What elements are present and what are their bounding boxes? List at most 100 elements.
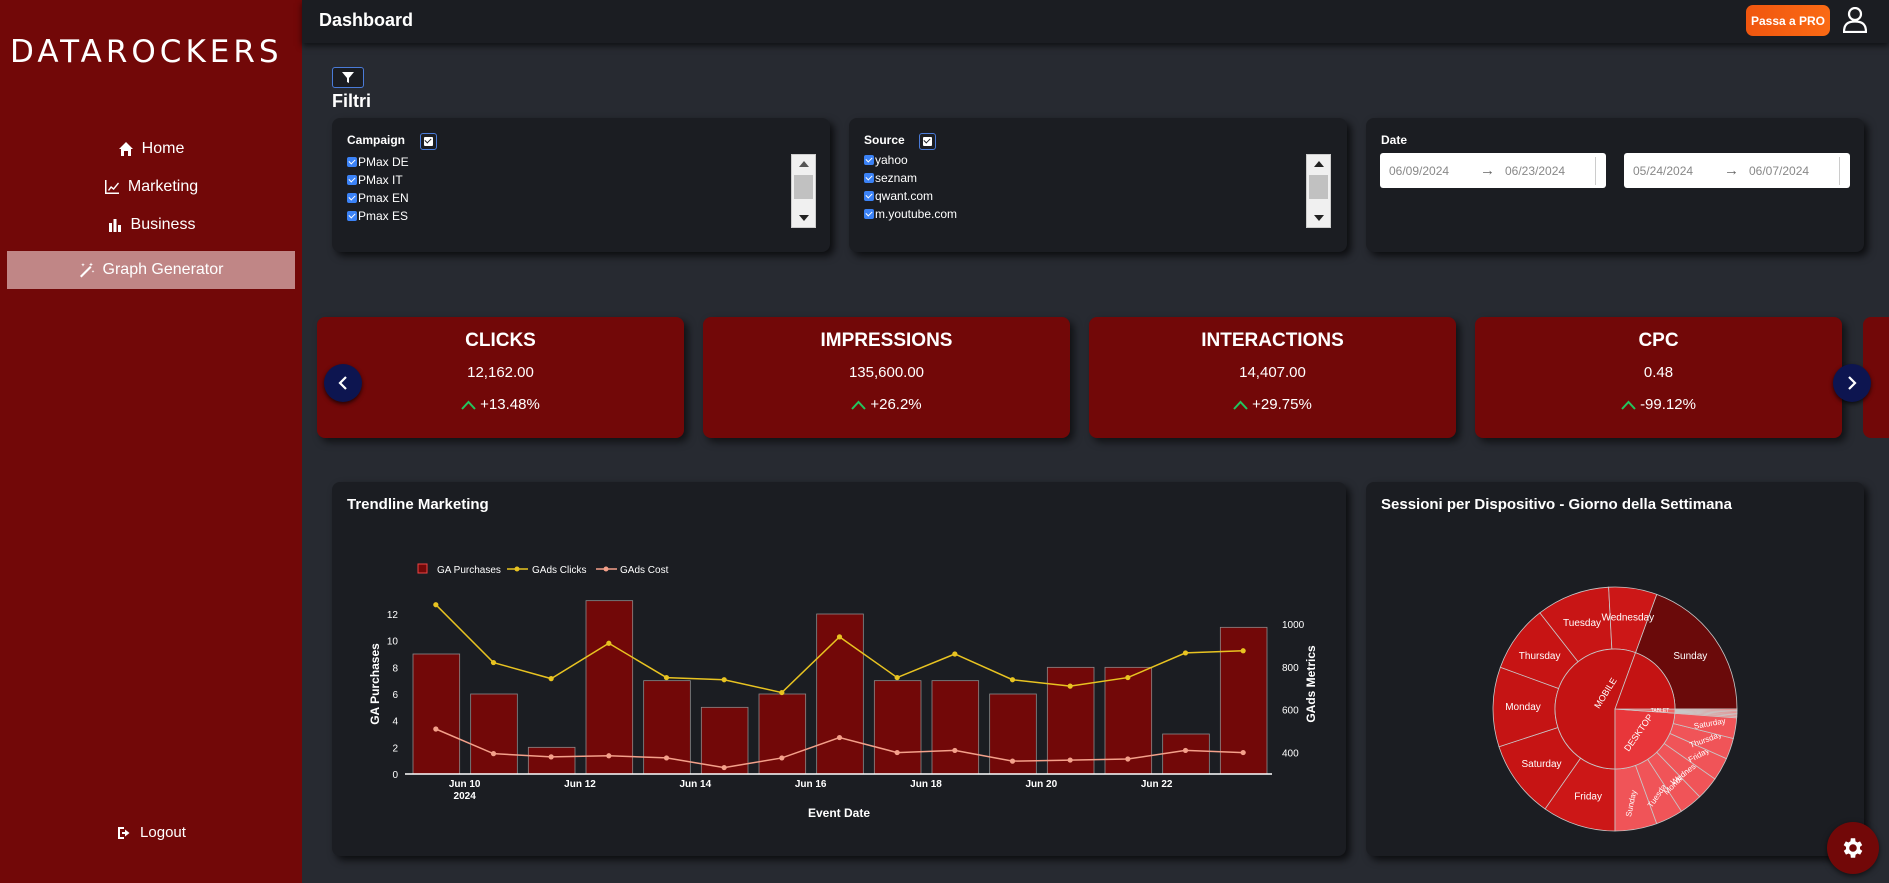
source-option[interactable]: yahoo [864,151,957,169]
checkbox-checked-icon[interactable] [347,211,357,221]
divider [1595,157,1596,185]
y-left-tick-label: 6 [392,690,398,701]
point-gads-cost [1182,747,1189,754]
toggle-filters-button[interactable] [332,67,364,88]
campaign-option[interactable]: PMax IT [347,171,409,189]
end-date-field[interactable]: 06/23/2024 [1505,163,1566,178]
bar-ga-purchases [873,680,922,775]
y-left-tick-label: 0 [392,770,398,781]
chart-line-icon [104,180,119,194]
source-label: Source [864,133,905,147]
bar-ga-purchases [816,613,864,775]
bar-ga-purchases [758,693,807,775]
user-icon[interactable] [1843,7,1867,33]
point-gads-clicks [1240,648,1246,654]
chevron-left-icon [338,376,347,390]
scroll-down-icon[interactable] [792,209,815,227]
source-scrollbar[interactable] [1306,154,1331,228]
x-tick-label: Jun 10 [449,779,481,790]
campaign-scrollbar[interactable] [791,154,816,228]
kpi-prev-button[interactable] [324,364,362,402]
date-range-picker-current[interactable]: 06/09/2024 → 06/23/2024 [1380,153,1606,188]
scroll-up-icon[interactable] [1307,155,1330,173]
filters-title: Filtri [332,91,371,111]
date-range-picker-compare[interactable]: 05/24/2024 → 06/07/2024 [1624,153,1850,188]
scroll-down-icon[interactable] [1307,209,1330,227]
y-left-tick-label: 10 [387,637,399,648]
scroll-thumb[interactable] [794,175,813,199]
scroll-up-icon[interactable] [792,155,815,173]
sunburst-day-label: Sunday [1673,651,1707,662]
bar-ga-purchases [527,746,576,775]
y-axis-label-left: GA Purchases [368,643,382,725]
x-tick-label: Jun 16 [795,779,827,790]
kpi-value: 12,162.00 [467,364,534,381]
sunburst-inner-desktop[interactable] [1614,708,1676,770]
x-tick-year-label: 2024 [454,791,477,802]
y-left-tick-label: 2 [392,743,398,754]
sidebar-item-graph-generator[interactable]: Graph Generator [7,251,295,289]
sunburst-inner-mobile[interactable] [1554,648,1637,770]
kpi-card-interactions: INTERACTIONS 14,407.00 +29.75% [1089,317,1456,438]
kpi-title: IMPRESSIONS [820,330,953,351]
point-gads-clicks [433,602,439,608]
campaign-option[interactable]: Pmax ES [347,207,409,225]
upgrade-pro-button[interactable]: Passa a PRO [1746,5,1830,36]
checkbox-checked-icon[interactable] [864,191,874,201]
sidebar-item-business[interactable]: Business [0,216,302,234]
y-left-tick-label: 12 [387,610,399,621]
chevron-right-icon [1848,376,1857,390]
sidebar-item-label: Graph Generator [102,261,224,278]
home-icon [118,142,133,156]
divider [1839,157,1840,185]
legend-swatch-ga-purchases [417,563,428,574]
kpi-next-button[interactable] [1833,364,1871,402]
logout-button[interactable]: Logout [0,824,302,841]
checkbox-checked-icon[interactable] [864,209,874,219]
kpi-title: CLICKS [465,330,536,351]
point-gads-cost [1009,758,1016,764]
bar-ga-purchases [931,680,980,775]
start-date-field[interactable]: 06/09/2024 [1389,163,1450,178]
y-right-tick-label: 1000 [1282,620,1305,631]
sidebar-item-home[interactable]: Home [0,140,302,158]
campaign-option[interactable]: Pmax EN [347,189,409,207]
point-gads-clicks [894,674,900,681]
sidebar-item-marketing[interactable]: Marketing [0,178,302,196]
start-date-field[interactable]: 05/24/2024 [1633,163,1694,178]
page-title: Dashboard [319,10,414,30]
point-gads-clicks [548,676,554,682]
trend-up-icon [1621,400,1636,410]
campaign-select-all-checkbox[interactable] [420,133,437,150]
scroll-thumb[interactable] [1309,175,1328,199]
app-logo: DATAROCKERS [10,34,283,70]
sidebar: DATAROCKERS Home Marketing Business Grap… [0,0,302,883]
checkbox-checked-icon[interactable] [864,155,874,165]
y-right-tick-label: 800 [1282,663,1299,674]
checkbox-checked-icon[interactable] [864,173,874,183]
point-gads-clicks [606,640,612,646]
point-gads-cost [433,726,439,732]
kpi-delta: +26.2% [703,396,1070,413]
bar-ga-purchases [1162,733,1210,775]
end-date-field[interactable]: 06/07/2024 [1749,163,1810,178]
x-tick-label: Jun 22 [1141,779,1173,790]
kpi-title: INTERACTIONS [1201,330,1344,351]
kpi-title: CPC [1638,330,1679,351]
y-left-tick-label: 8 [392,663,398,674]
point-gads-cost [1240,749,1246,756]
campaign-option[interactable]: PMax DE [347,153,409,171]
checkbox-checked-icon[interactable] [347,175,357,185]
checkbox-checked-icon[interactable] [347,193,357,203]
settings-button[interactable] [1827,822,1879,874]
checkbox-checked-icon[interactable] [347,157,357,167]
sidebar-item-label: Business [130,216,196,233]
source-option[interactable]: qwant.com [864,187,957,205]
source-option[interactable]: seznam [864,169,957,187]
point-gads-cost [779,755,785,761]
sunburst-day-label: Saturday [1522,759,1562,770]
source-select-all-checkbox[interactable] [919,133,936,150]
date-label: Date [1381,133,1408,147]
sunburst-inner-mobile[interactable] [1614,652,1676,710]
source-option[interactable]: m.youtube.com [864,205,957,223]
